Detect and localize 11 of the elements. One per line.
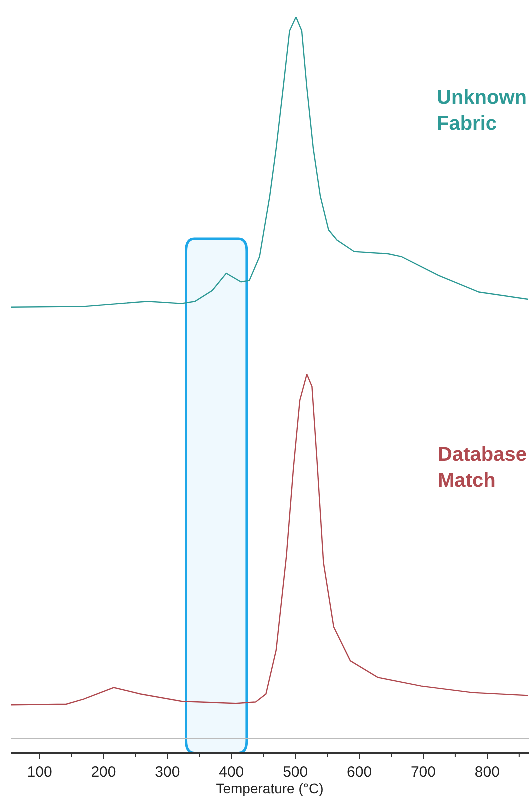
x-tick-label: 500 xyxy=(283,764,308,781)
x-tick-label: 100 xyxy=(27,764,52,781)
x-tick-label: 600 xyxy=(347,764,372,781)
x-tick-label: 400 xyxy=(219,764,244,781)
x-tick-label: 200 xyxy=(91,764,116,781)
x-tick-label: 700 xyxy=(410,764,436,781)
text: Database Match xyxy=(438,444,527,492)
x-axis-title: Temperature (°C) xyxy=(216,780,324,797)
x-tick-label: 800 xyxy=(474,764,500,781)
x-tick-label: 300 xyxy=(155,764,180,781)
text: Unknown Fabric xyxy=(437,87,527,135)
